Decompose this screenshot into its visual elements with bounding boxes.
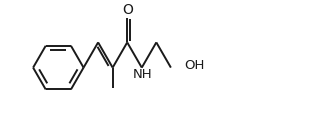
Text: O: O: [122, 3, 133, 17]
Text: OH: OH: [184, 59, 205, 72]
Text: NH: NH: [133, 68, 153, 81]
